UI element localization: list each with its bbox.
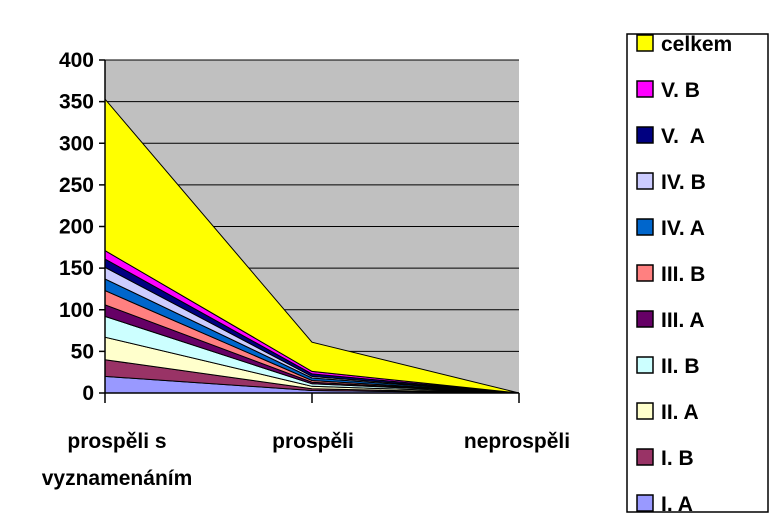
y-axis-ticks: 0 50 100 150 200 250 300 350 400 <box>59 49 105 405</box>
y-tick-label-100: 100 <box>59 299 94 322</box>
legend-swatch-ii-a <box>636 402 654 420</box>
legend-label-ii-a: II. A <box>661 401 699 424</box>
legend-label-iii-b: III. B <box>661 263 705 286</box>
y-tick-label-250: 250 <box>59 174 94 197</box>
x-category-label-1-0: prospěli <box>272 430 354 453</box>
legend-label-iii-a: III. A <box>661 309 705 332</box>
legend-swatch-v-a <box>636 126 654 144</box>
y-tick-label-400: 400 <box>59 49 94 72</box>
legend-swatch-iii-b <box>636 264 654 282</box>
legend-swatch-celkem <box>636 34 654 52</box>
x-category-label-0-1: vyznamenáním <box>42 467 193 490</box>
legend-label-iv-a: IV. A <box>661 217 705 240</box>
x-axis-ticks: prospěli s vyznamenáním prospěli neprospěli <box>42 393 570 490</box>
legend-label-i-b: I. B <box>661 447 694 470</box>
y-tick-label-50: 50 <box>71 340 94 363</box>
y-tick-label-200: 200 <box>59 216 94 239</box>
x-category-label-2-0: neprospěli <box>464 430 570 453</box>
legend-swatch-iv-a <box>636 218 654 236</box>
y-tick-label-300: 300 <box>59 132 94 155</box>
legend-swatch-v-b <box>636 80 654 98</box>
y-tick-label-150: 150 <box>59 257 94 280</box>
legend-label-celkem: celkem <box>661 33 732 56</box>
legend-swatch-ii-b <box>636 356 654 374</box>
legend-label-v-a: V. A <box>661 125 705 148</box>
legend-swatch-iii-a <box>636 310 654 328</box>
legend: celkem V. B V. A IV. B IV. A III. B III. A II. … <box>626 33 769 513</box>
legend-swatch-iv-b <box>636 172 654 190</box>
legend-swatch-i-b <box>636 448 654 466</box>
legend-label-iv-b: IV. B <box>661 171 706 194</box>
legend-label-ii-b: II. B <box>661 355 700 378</box>
legend-swatch-i-a <box>636 494 654 512</box>
legend-label-i-a: I. A <box>661 493 693 513</box>
y-tick-label-0: 0 <box>82 382 94 405</box>
y-tick-label-350: 350 <box>59 91 94 114</box>
x-category-label-0-0: prospěli s <box>67 430 166 453</box>
legend-label-v-b: V. B <box>661 79 700 102</box>
